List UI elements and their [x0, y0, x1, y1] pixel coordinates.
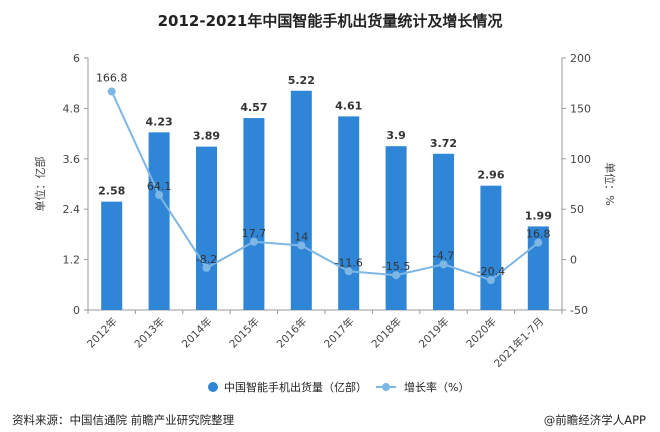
bar-6 [385, 146, 407, 310]
growth-rate-label: 64.1 [147, 180, 172, 193]
left-axis-title: 单位：亿部 [33, 157, 47, 212]
bar-5 [338, 116, 360, 310]
right-tick-label: -50 [570, 304, 588, 317]
right-tick-label: 100 [570, 153, 591, 166]
chart-title: 2012-2021年中国智能手机出货量统计及增长情况 [157, 12, 503, 30]
right-tick-label: 50 [570, 203, 584, 216]
bar-7 [433, 153, 454, 310]
bar-value-label: 3.9 [386, 129, 406, 142]
growth-rate-label: -15.5 [382, 260, 410, 273]
bar-value-label: 3.72 [430, 137, 457, 150]
growth-rate-label: -4.7 [433, 249, 454, 262]
growth-rate-point [107, 87, 116, 96]
growth-rate-point [155, 190, 164, 199]
growth-rate-point [439, 260, 448, 269]
left-tick-label: 6 [73, 52, 80, 65]
x-tick-label: 2021年1-7月 [491, 315, 546, 370]
growth-rate-label: 17.7 [242, 227, 267, 240]
growth-rate-point [202, 263, 211, 272]
left-tick-label: 2.4 [63, 203, 81, 216]
growth-rate-label: 166.8 [96, 71, 128, 84]
x-tick-label: 2015年 [227, 315, 263, 351]
bar-value-label: 2.58 [98, 185, 125, 198]
growth-rate-label: -11.6 [334, 256, 362, 269]
bar-value-label: 4.23 [146, 115, 173, 128]
x-tick-label: 2014年 [179, 315, 215, 351]
left-tick-label: 0 [73, 304, 80, 317]
right-axis-title: 单位：% [603, 162, 617, 205]
growth-rate-point [534, 238, 543, 247]
bar-value-label: 2.96 [477, 169, 504, 182]
growth-rate-label: -8.2 [196, 253, 217, 266]
x-tick-label: 2019年 [416, 315, 452, 351]
growth-rate-label: 16.8 [526, 228, 551, 241]
brand-note: @前瞻经济学人APP [543, 413, 646, 427]
x-tick-label: 2016年 [274, 315, 310, 351]
growth-rate-label: 14 [294, 230, 308, 243]
right-tick-label: 0 [570, 254, 577, 267]
growth-rate-point [344, 267, 353, 276]
bar-value-label: 1.99 [525, 209, 552, 222]
growth-rate-point [297, 241, 306, 250]
x-tick-label: 2020年 [464, 315, 500, 351]
right-tick-label: 150 [570, 102, 591, 115]
growth-rate-label: -20.4 [477, 265, 505, 278]
left-tick-label: 1.2 [63, 254, 81, 267]
bar-4 [290, 90, 312, 310]
bar-value-label: 3.89 [193, 130, 220, 143]
x-tick-label: 2012年 [84, 315, 120, 351]
right-tick-label: 200 [570, 52, 591, 65]
bar-1 [148, 132, 170, 310]
bar-value-label: 5.22 [288, 74, 315, 87]
bar-8 [480, 185, 502, 310]
legend-bar-marker [208, 382, 218, 392]
legend-line-dot [382, 383, 390, 391]
growth-rate-point [486, 276, 495, 285]
legend-line-label: 增长率（%） [404, 380, 469, 394]
bar-3 [243, 118, 265, 310]
growth-rate-point [392, 271, 401, 280]
x-tick-label: 2013年 [132, 315, 168, 351]
growth-rate-point [249, 237, 258, 246]
bar-value-label: 4.57 [240, 101, 267, 114]
x-tick-label: 2017年 [321, 315, 357, 351]
legend-bar-label: 中国智能手机出货量（亿部） [224, 380, 367, 394]
bar-2 [196, 146, 217, 310]
growth-rate-line [110, 91, 539, 282]
x-tick-label: 2018年 [369, 315, 405, 351]
bar-0 [101, 201, 123, 310]
bar-value-label: 4.61 [335, 99, 362, 112]
left-tick-label: 4.8 [63, 102, 81, 115]
source-note: 资料来源：中国信通院 前瞻产业研究院整理 [12, 413, 235, 427]
left-tick-label: 3.6 [63, 153, 81, 166]
